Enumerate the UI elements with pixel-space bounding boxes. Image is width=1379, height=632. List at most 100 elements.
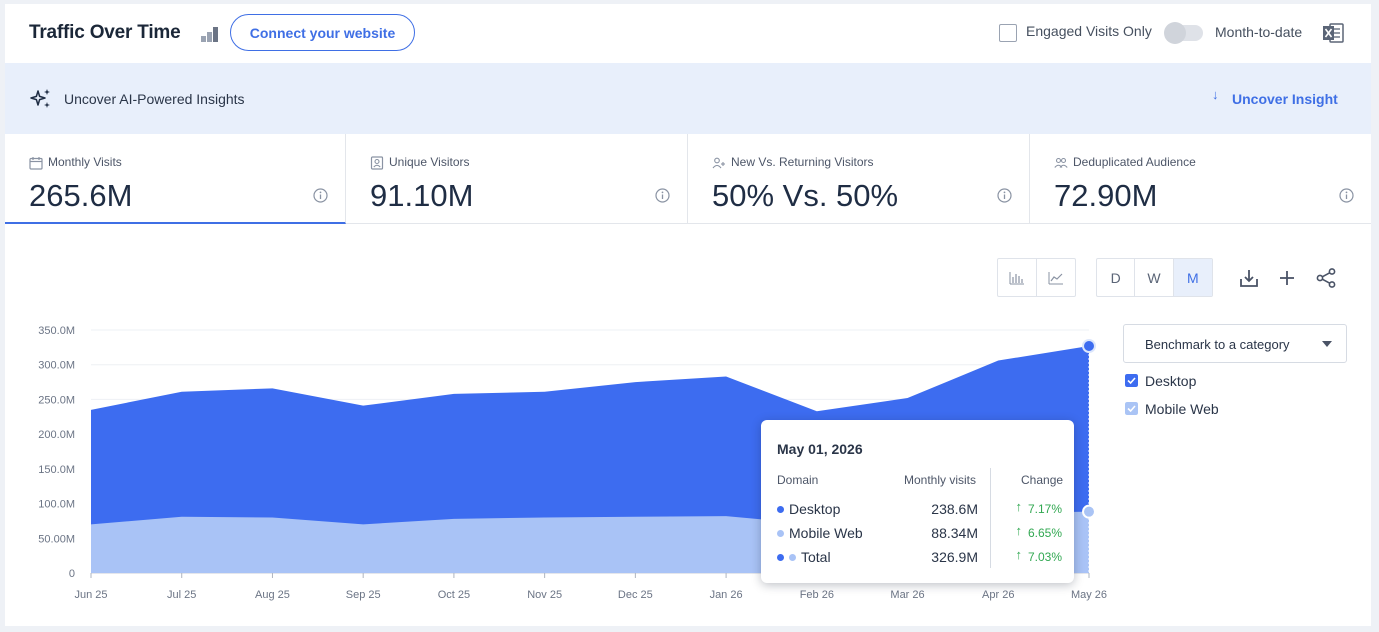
people-icon [1054,157,1068,168]
info-icon[interactable] [997,188,1012,203]
x-tick-label: Aug 25 [255,589,290,601]
person-card-icon [370,156,384,170]
y-tick-label: 200.0M [38,429,75,441]
tooltip-row-total: Total 326.9M ↑ 7.03% [761,547,1074,568]
granularity-week-button[interactable]: W [1135,259,1174,296]
tooltip-col-domain: Domain [777,473,819,487]
bar-chart-icon [1009,271,1024,284]
chart-type-group [997,258,1076,297]
arrow-up-icon: ↑ [1015,499,1023,514]
tooltip-row-name: Total [801,549,831,565]
person-add-icon [712,157,725,169]
metric-deduplicated-audience[interactable]: Deduplicated Audience 72.90M [1030,134,1371,224]
tooltip-row-value: 88.34M [931,525,978,541]
metric-value: 265.6M [29,178,133,213]
tooltip-divider [990,468,991,568]
y-tick-label: 150.0M [38,464,75,476]
tooltip-col-visits: Monthly visits [904,473,977,487]
x-tick-label: Apr 26 [982,589,1014,601]
legend-label: Mobile Web [1145,401,1219,417]
ai-insights-bar: Uncover AI-Powered Insights ↓ Uncover In… [5,63,1371,134]
benchmark-label: Benchmark to a category [1145,337,1290,352]
tooltip-row-name: Mobile Web [789,525,863,541]
calendar-icon [29,157,43,170]
tooltip-row-mobile-web: Mobile Web 88.34M ↑ 6.65% [761,523,1074,544]
metric-monthly-visits[interactable]: Monthly Visits 265.6M [5,134,346,224]
line-chart-button[interactable] [1037,259,1076,296]
info-icon[interactable] [313,188,328,203]
y-tick-label: 300.0M [38,360,75,372]
connect-website-button[interactable]: Connect your website [230,14,415,51]
y-tick-label: 50.00M [38,533,75,545]
x-tick-label: Mar 26 [890,589,924,601]
tooltip-row-desktop: Desktop 238.6M ↑ 7.17% [761,499,1074,520]
tooltip-row-value: 238.6M [931,501,978,517]
granularity-month-button[interactable]: M [1173,259,1213,296]
x-tick-label: Jan 26 [710,589,743,601]
caret-down-icon [1322,341,1332,347]
x-tick-label: Jun 25 [74,589,107,601]
uncover-insight-link[interactable]: Uncover Insight [1232,91,1338,107]
tooltip-row-value: 326.9M [931,549,978,565]
tooltip-row-name: Desktop [789,501,841,517]
insights-label: Uncover AI-Powered Insights [64,91,245,107]
bar-rank-icon [201,27,218,42]
page-title: Traffic Over Time [29,22,181,43]
metric-label: Deduplicated Audience [1073,155,1196,169]
series-dot [777,530,784,537]
metric-value: 72.90M [1054,178,1158,213]
toggle-knob [1164,22,1186,44]
metric-label: Monthly Visits [48,155,122,169]
x-tick-label: Dec 25 [618,589,653,601]
metric-value: 50% Vs. 50% [712,178,899,213]
month-to-date-toggle[interactable] [1164,22,1203,44]
legend-label: Desktop [1145,373,1197,389]
point-marker-mobile-web [1082,504,1096,519]
series-dot [789,554,796,561]
metrics-row: Monthly Visits 265.6M Unique Visitors 91… [5,134,1371,224]
info-icon[interactable] [655,188,670,203]
x-tick-label: Jul 25 [167,589,196,601]
download-icon[interactable] [1238,267,1260,289]
granularity-group: D W M [1096,258,1213,297]
point-marker-desktop [1082,339,1096,354]
tooltip-date: May 01, 2026 [777,441,863,457]
line-chart-icon [1048,271,1063,284]
y-tick-label: 250.0M [38,394,75,406]
arrow-up-icon: ↑ [1015,523,1023,538]
y-tick-label: 350.0M [38,325,75,337]
month-to-date-label: Month-to-date [1215,24,1303,40]
series-dot [777,554,784,561]
metric-unique-visitors[interactable]: Unique Visitors 91.10M [346,134,688,224]
traffic-card: Traffic Over Time Connect your website E… [5,4,1371,626]
plus-icon[interactable] [1276,267,1298,289]
bar-chart-button[interactable] [998,259,1037,296]
arrow-down-icon: ↓ [1212,87,1219,102]
y-tick-label: 100.0M [38,499,75,511]
tooltip-row-change: 7.17% [1027,502,1062,516]
engaged-visits-label: Engaged Visits Only [1026,23,1152,39]
benchmark-dropdown[interactable]: Benchmark to a category [1123,324,1347,363]
series-dot [777,506,784,513]
metric-label: Unique Visitors [389,155,470,169]
excel-icon[interactable] [1321,21,1345,45]
info-icon[interactable] [1339,188,1354,203]
arrow-up-icon: ↑ [1015,547,1023,562]
sparkle-icon [30,89,50,108]
x-tick-label: Nov 25 [527,589,562,601]
checkbox-checked-icon [1125,374,1138,387]
tooltip-row-change: 7.03% [1027,550,1062,564]
header: Traffic Over Time Connect your website E… [5,4,1371,62]
engaged-visits-checkbox[interactable] [999,24,1017,42]
metric-new-vs-returning[interactable]: New Vs. Returning Visitors 50% Vs. 50% [688,134,1030,224]
y-tick-label: 0 [69,568,75,580]
x-tick-label: Oct 25 [438,589,470,601]
x-tick-label: Feb 26 [800,589,834,601]
x-tick-label: Sep 25 [346,589,381,601]
tooltip-col-change: Change [1021,473,1064,487]
tooltip-row-change: 6.65% [1027,526,1062,540]
checkbox-checked-icon [1125,402,1138,415]
metric-value: 91.10M [370,178,474,213]
share-icon[interactable] [1315,267,1337,289]
granularity-day-button[interactable]: D [1097,259,1136,296]
